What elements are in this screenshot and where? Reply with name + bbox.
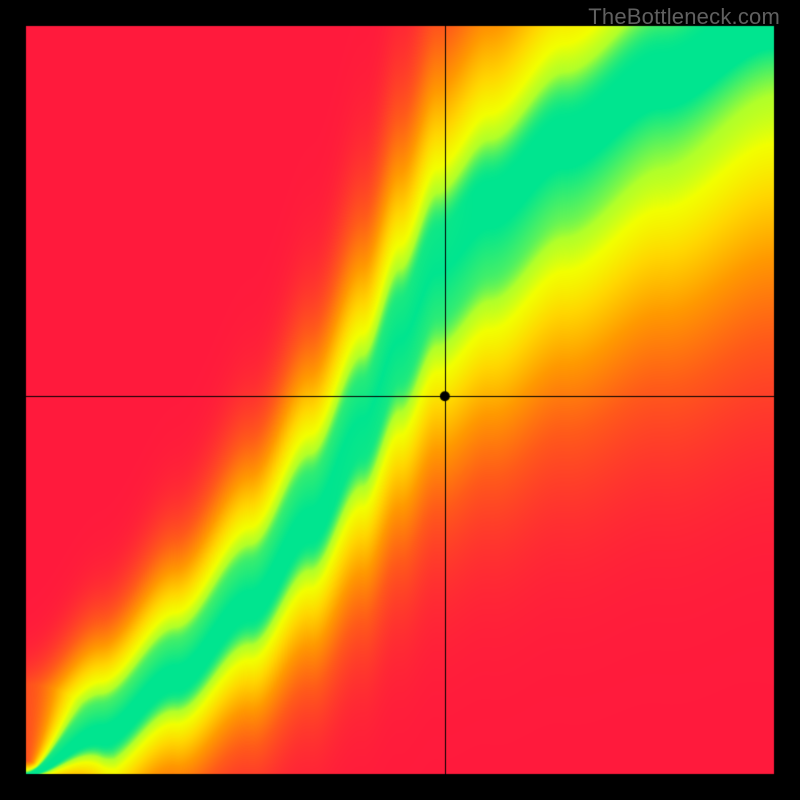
chart-container: TheBottleneck.com [0,0,800,800]
bottleneck-heatmap [0,0,800,800]
watermark-text: TheBottleneck.com [588,4,780,30]
